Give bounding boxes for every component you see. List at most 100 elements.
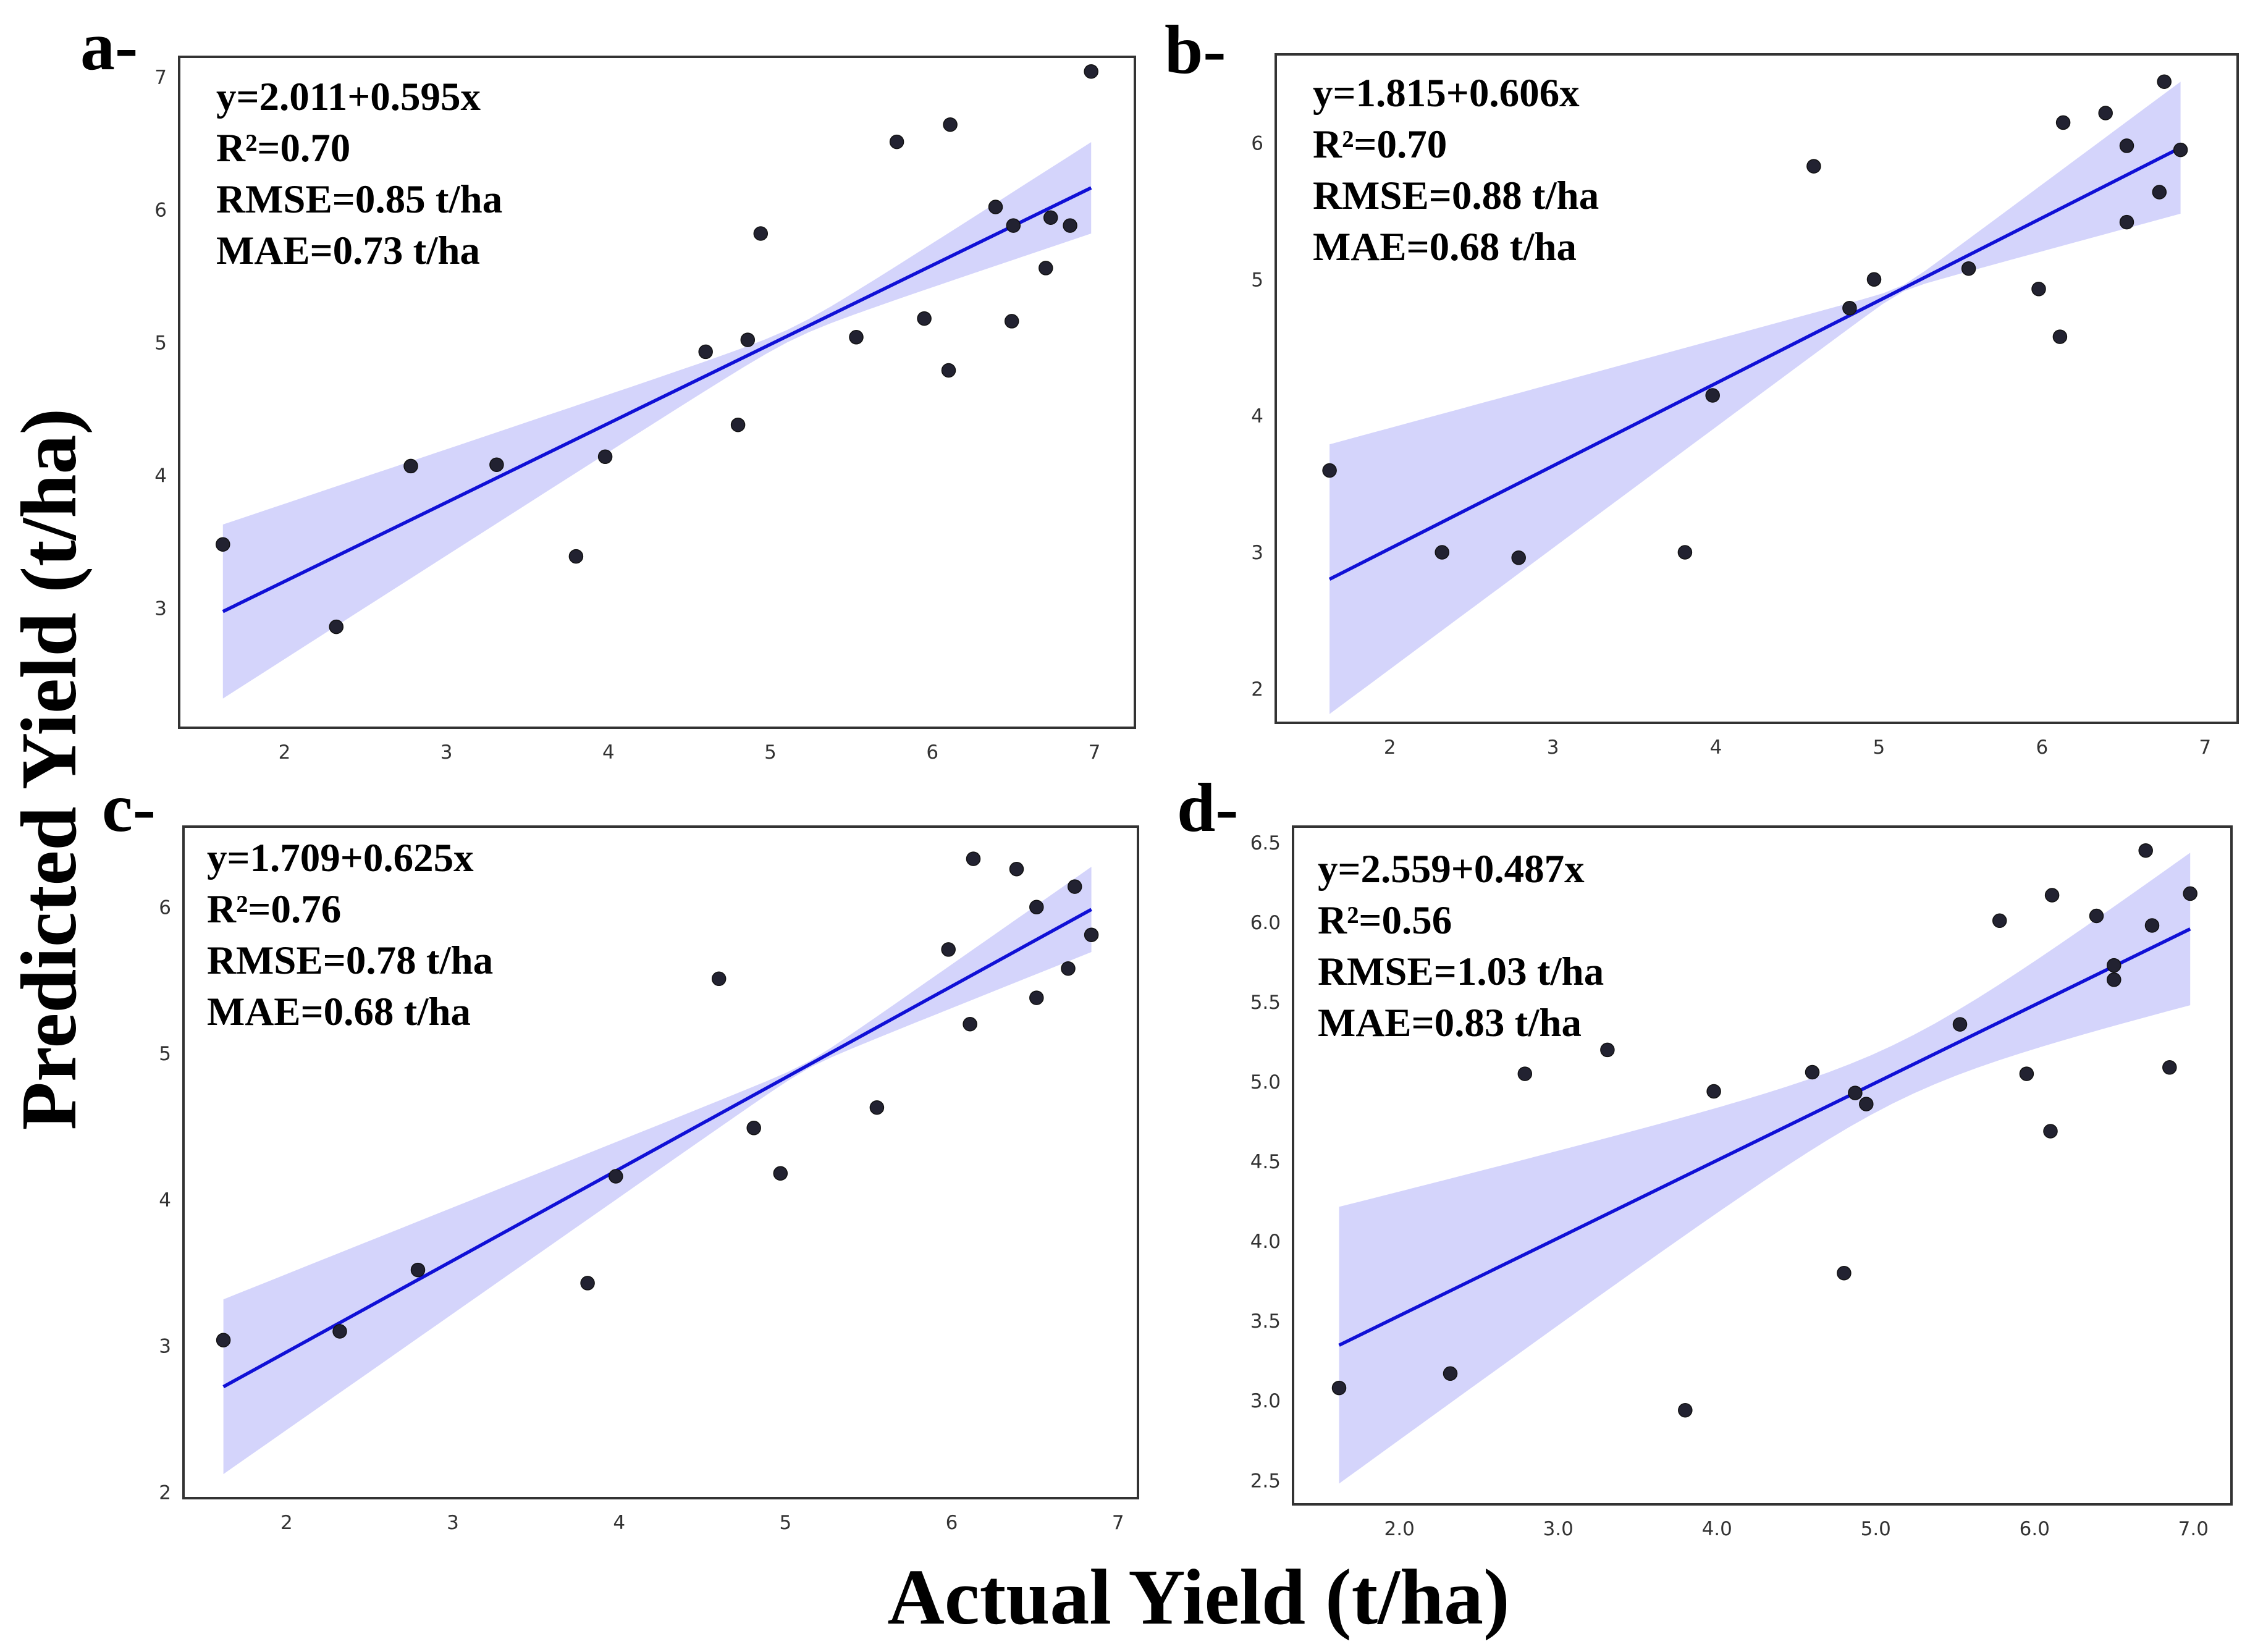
- x-tick-label: 7: [1112, 1512, 1124, 1534]
- y-tick-label: 3.0: [1250, 1390, 1281, 1412]
- data-point: [1435, 545, 1449, 560]
- panel-label: b-: [1165, 12, 1226, 88]
- stat-line: y=2.559+0.487x: [1318, 847, 1585, 891]
- x-tick-label: 3: [1547, 736, 1559, 759]
- stat-line: MAE=0.68 t/ha: [1313, 225, 1577, 269]
- data-point: [1600, 1042, 1615, 1058]
- data-point: [1992, 913, 2007, 929]
- y-tick-label: 5.0: [1250, 1071, 1281, 1094]
- stat-line: RMSE=1.03 t/ha: [1318, 950, 1604, 994]
- y-tick-label: 4: [154, 465, 167, 487]
- data-point: [1517, 1066, 1533, 1081]
- data-point: [1678, 1402, 1693, 1418]
- data-point: [1009, 861, 1024, 877]
- y-tick-label: 5.5: [1250, 992, 1281, 1014]
- data-point: [698, 344, 713, 360]
- data-point: [1061, 961, 1076, 976]
- x-tick-label: 2.0: [1384, 1518, 1415, 1540]
- stat-line: R²=0.56: [1318, 898, 1452, 943]
- regression-line: [222, 908, 1092, 1389]
- stat-line: y=1.709+0.625x: [207, 836, 474, 880]
- panel-d: d- 2.0 3.0 4.0 5.0 6.0 7.0 2.5 3.0 3.5 4.0 4.5 5.0 5.…: [1177, 770, 2233, 1540]
- plot-frame: [1292, 825, 2233, 1506]
- stat-line: y=1.815+0.606x: [1313, 71, 1580, 116]
- data-point: [1866, 272, 1882, 287]
- x-tick-label: 3: [447, 1512, 459, 1534]
- stat-line: y=2.011+0.595x: [216, 75, 481, 119]
- data-point: [773, 1166, 788, 1181]
- stat-line: R²=0.70: [216, 126, 350, 171]
- data-point: [1331, 1380, 1347, 1396]
- x-tick-label: 5: [780, 1512, 792, 1534]
- x-axis-title: Actual Yield (t/ha): [887, 1553, 1509, 1641]
- data-point: [216, 537, 230, 552]
- stat-line: RMSE=0.78 t/ha: [207, 938, 493, 983]
- data-point: [1952, 1017, 1968, 1032]
- data-point: [1848, 1085, 1863, 1100]
- data-point: [1067, 879, 1082, 894]
- plot-frame: [1275, 53, 2239, 724]
- y-tick-label: 6: [159, 896, 171, 919]
- data-point: [730, 417, 746, 432]
- x-tick-label: 2: [1384, 736, 1396, 759]
- data-point: [2098, 106, 2113, 120]
- x-tick-label: 6: [2036, 736, 2048, 759]
- y-tick-label: 5: [154, 332, 167, 354]
- data-point: [963, 1016, 977, 1032]
- stat-line: MAE=0.68 t/ha: [207, 990, 471, 1034]
- stat-line: R²=0.70: [1313, 122, 1447, 167]
- data-point: [943, 117, 958, 132]
- data-point: [1805, 1064, 1820, 1080]
- x-tick-label: 4: [602, 741, 615, 764]
- x-tick-label: 5.0: [1861, 1518, 1891, 1540]
- plot-frame: [182, 825, 1139, 1499]
- y-tick-label: 6: [154, 199, 167, 221]
- data-point: [1084, 64, 1098, 79]
- data-point: [2089, 908, 2104, 924]
- y-tick-label: 2: [1251, 678, 1263, 701]
- data-point: [580, 1276, 595, 1291]
- data-point: [609, 1169, 623, 1184]
- panel-label: c-: [102, 770, 156, 846]
- y-tick-label: 2.5: [1250, 1470, 1281, 1492]
- confidence-band: [1329, 82, 2181, 714]
- stat-line: R²=0.76: [207, 887, 341, 932]
- data-point: [332, 1324, 347, 1339]
- plot-frame: [178, 56, 1136, 729]
- data-point: [403, 458, 418, 474]
- x-tick-label: 5: [764, 741, 777, 764]
- data-point: [988, 200, 1003, 214]
- y-tick-label: 6: [1251, 133, 1263, 155]
- x-tick-label: 5: [1873, 736, 1886, 759]
- data-point: [889, 134, 904, 150]
- data-point: [1842, 300, 1857, 316]
- data-point: [1837, 1265, 1852, 1281]
- x-tick-label: 4: [1710, 736, 1722, 759]
- data-point: [941, 942, 956, 957]
- x-tick-label: 4: [613, 1512, 625, 1534]
- data-point: [2173, 142, 2188, 158]
- data-point: [2162, 1060, 2177, 1075]
- y-tick-label: 5: [1251, 269, 1263, 291]
- x-tick-label: 6.0: [2020, 1518, 2050, 1540]
- data-point: [2019, 1066, 2034, 1081]
- data-point: [329, 619, 344, 634]
- panel-a: a- 2 3 4 5 6 7 3 4 5 6 7 y=2.011+0.595x R²=0.70 RMSE=0…: [80, 8, 1136, 764]
- data-point: [1677, 545, 1693, 560]
- data-point: [2144, 918, 2160, 933]
- data-point: [1859, 1097, 1874, 1111]
- data-point: [2119, 138, 2134, 153]
- panel-label: a-: [80, 8, 138, 85]
- data-point: [711, 971, 727, 987]
- data-point: [753, 226, 769, 241]
- data-point: [2052, 329, 2068, 344]
- data-point: [2031, 282, 2046, 297]
- y-axis-title: Predicted Yield (t/ha): [5, 408, 93, 1130]
- x-tick-label: 7: [2199, 736, 2211, 759]
- stat-line: MAE=0.73 t/ha: [216, 229, 480, 273]
- panel-label: d-: [1177, 770, 1239, 846]
- data-point: [1443, 1366, 1458, 1381]
- data-point: [746, 1121, 761, 1136]
- data-point: [1006, 218, 1021, 233]
